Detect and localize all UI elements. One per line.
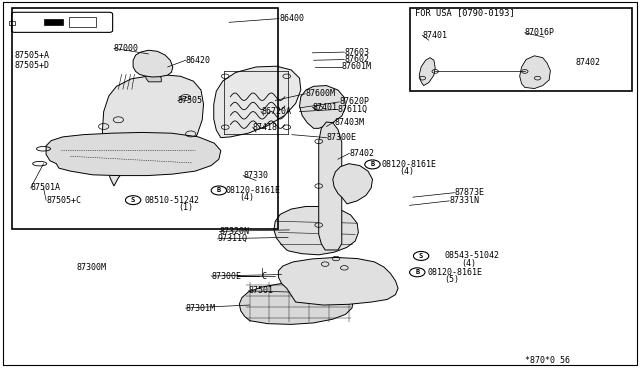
Bar [9, 21, 15, 25]
Text: 87620P: 87620P [339, 97, 369, 106]
Polygon shape [419, 58, 435, 86]
Text: 87401: 87401 [422, 31, 447, 40]
Text: 87330: 87330 [243, 171, 268, 180]
Polygon shape [133, 50, 173, 77]
Polygon shape [300, 86, 346, 128]
Text: (4): (4) [239, 193, 254, 202]
Text: B: B [217, 187, 221, 193]
Text: FOR USA [0790-0193]: FOR USA [0790-0193] [415, 9, 515, 17]
Text: 87501A: 87501A [31, 183, 61, 192]
Text: 87505+C: 87505+C [46, 196, 81, 205]
Text: 08120-8161E: 08120-8161E [225, 186, 280, 195]
Text: (4): (4) [399, 167, 414, 176]
Text: 87320N: 87320N [220, 227, 250, 236]
Text: *870*0 56: *870*0 56 [525, 356, 570, 365]
Text: 08543-51042: 08543-51042 [444, 251, 499, 260]
Text: (5): (5) [444, 275, 459, 284]
Polygon shape [146, 74, 161, 82]
Text: 87300E: 87300E [211, 272, 241, 280]
Text: 87418: 87418 [253, 123, 278, 132]
Text: 87611Q: 87611Q [338, 105, 368, 114]
Bar [410, 8, 632, 91]
Polygon shape [274, 206, 358, 255]
Bar [12, 8, 278, 229]
Text: 87401: 87401 [312, 103, 337, 112]
Polygon shape [102, 74, 204, 186]
Bar [69, 17, 96, 27]
Text: 87501: 87501 [248, 286, 273, 295]
Text: 8733lN: 8733lN [449, 196, 479, 205]
Text: 87402: 87402 [576, 58, 601, 67]
Text: 87505: 87505 [178, 96, 203, 105]
Polygon shape [520, 56, 550, 89]
Text: C: C [261, 272, 266, 280]
Text: 87016P: 87016P [525, 28, 555, 37]
Text: B: B [371, 161, 374, 167]
Text: S: S [419, 253, 423, 259]
Text: S: S [131, 197, 135, 203]
Text: 86420: 86420 [186, 56, 211, 65]
Text: 87402: 87402 [349, 149, 374, 158]
Polygon shape [278, 257, 398, 305]
Text: 87301M: 87301M [186, 304, 216, 312]
Text: 08120-8161E: 08120-8161E [381, 160, 436, 169]
Text: 87000: 87000 [114, 44, 139, 53]
Text: 87505+A: 87505+A [14, 51, 49, 60]
Text: 87873E: 87873E [454, 188, 484, 197]
Text: 86720A: 86720A [261, 107, 291, 116]
Text: 86400: 86400 [279, 14, 304, 23]
Text: 87403M: 87403M [334, 118, 364, 126]
Text: 87601M: 87601M [342, 62, 372, 71]
Text: 08120-8161E: 08120-8161E [428, 268, 483, 277]
Text: 87505+D: 87505+D [14, 61, 49, 70]
Polygon shape [46, 132, 221, 176]
Text: 08510-51242: 08510-51242 [145, 196, 200, 205]
Text: 87602: 87602 [344, 55, 369, 64]
Text: 97311Q: 97311Q [218, 234, 248, 243]
Polygon shape [319, 122, 342, 250]
Text: 87300E: 87300E [326, 133, 356, 142]
Text: (1): (1) [178, 203, 193, 212]
Text: 87300M: 87300M [77, 263, 107, 272]
Text: B: B [415, 269, 419, 275]
Bar [44, 19, 63, 25]
Text: 87603: 87603 [344, 48, 369, 57]
Polygon shape [214, 66, 301, 138]
Polygon shape [333, 164, 372, 204]
Polygon shape [239, 282, 353, 324]
Text: 87600M: 87600M [305, 89, 335, 98]
Text: (4): (4) [461, 259, 476, 268]
